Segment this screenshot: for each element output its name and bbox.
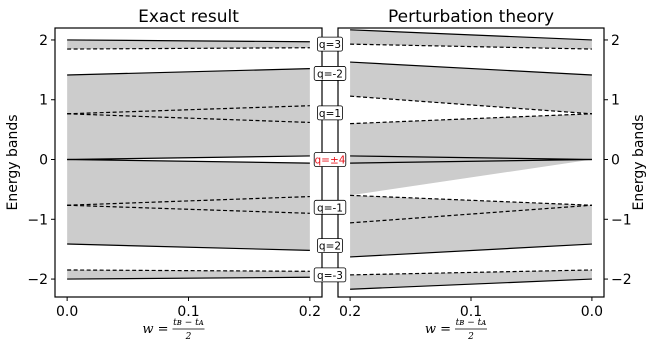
perturbation-band-edge-10	[350, 243, 592, 258]
exact-y-ticks: −2 −1 0 1 2	[27, 33, 55, 288]
exact-y-tick-label: 0	[39, 153, 48, 169]
exact-band-5	[67, 196, 310, 251]
exact-y-axis-label: Energy bands	[5, 115, 21, 211]
perturbation-title: Perturbation theory	[388, 7, 554, 27]
perturbation-band-edge-3	[350, 61, 592, 76]
perturbation-xlabel-numerator: tʙ − tᴀ	[456, 318, 487, 328]
perturbation-xlabel-lhs: w =	[425, 322, 451, 337]
perturbation-bands	[350, 29, 592, 290]
q-label: q=-2	[317, 68, 343, 80]
perturbation-band-edge-4	[350, 95, 592, 115]
exact-x-tick-label: 0.0	[56, 304, 78, 320]
q-label: q=-1	[317, 202, 343, 214]
q-label: q=2	[319, 241, 341, 253]
q-label-box	[316, 105, 343, 121]
exact-band-edge-10	[67, 243, 310, 251]
q-label: q=3	[319, 39, 341, 51]
q-label-box	[316, 36, 343, 52]
exact-band-edge-1	[67, 39, 310, 43]
exact-y-tick-label: −2	[27, 272, 48, 288]
exact-band-edge-3	[67, 68, 310, 76]
perturbation-band-edge-2	[350, 43, 592, 50]
perturbation-x-tick-label: 0.0	[581, 304, 603, 320]
perturbation-x-tick-label: 0.2	[339, 304, 361, 320]
exact-x-ticks: 0.0 0.1 0.2	[56, 297, 321, 320]
exact-band-edge-12	[67, 276, 310, 280]
perturbation-band-3	[350, 113, 592, 196]
perturbation-band-edge-7	[350, 158, 592, 164]
exact-x-axis-label: w = tʙ − tᴀ 2	[142, 318, 205, 342]
exact-xlabel-denominator: 2	[185, 332, 192, 342]
perturbation-theory-panel: 0.2 0.1 0.0 −2 −1 0 1 2 Perturbation theory En…	[337, 7, 647, 342]
exact-curves	[67, 39, 310, 280]
perturbation-band-edge-5	[350, 113, 592, 125]
q-label: q=-3	[317, 270, 343, 282]
q-label-box	[313, 199, 347, 215]
exact-result-panel: 0.0 0.1 0.2 −2 −1 0 1 2 Exact result Energy ba…	[5, 7, 323, 342]
perturbation-y-tick-label: 0	[611, 153, 620, 169]
q-label-box	[313, 152, 347, 167]
perturbation-y-axis-label: Energy bands	[631, 115, 647, 211]
perturbation-x-tick-label: 0.1	[460, 304, 482, 320]
exact-y-tick-label: −1	[27, 212, 48, 228]
perturbation-curves	[350, 29, 592, 290]
exact-band-edge-4	[67, 113, 310, 124]
q-label-box	[316, 238, 343, 253]
q-label: q=1	[319, 108, 341, 120]
perturbation-band-edge-1	[350, 29, 592, 41]
perturbation-band-1	[350, 29, 592, 50]
perturbation-band-edge-11	[350, 269, 592, 276]
q-label: q=±4	[315, 155, 346, 167]
exact-xlabel-numerator: tʙ − tᴀ	[173, 318, 204, 328]
exact-xlabel-lhs: w =	[142, 322, 168, 337]
perturbation-x-axis-label: w = tʙ − tᴀ 2	[425, 318, 487, 342]
exact-band-edge-9	[67, 195, 310, 206]
perturbation-band-edge-12	[350, 278, 592, 290]
perturbation-y-ticks: −2 −1 0 1 2	[604, 33, 632, 288]
exact-band-6	[67, 269, 310, 280]
exact-band-edge-7	[67, 158, 310, 164]
perturbation-xlabel-denominator: 2	[467, 332, 474, 342]
perturbation-band-6	[350, 269, 592, 290]
exact-x-tick-label: 0.1	[177, 304, 199, 320]
exact-band-edge-11	[67, 269, 310, 272]
q-label-box	[313, 66, 347, 81]
perturbation-band-4	[350, 195, 592, 223]
perturbation-x-ticks: 0.2 0.1 0.0	[339, 297, 603, 320]
exact-y-tick-label: 1	[39, 93, 48, 109]
perturbation-y-tick-label: 1	[611, 93, 620, 109]
exact-band-edge-2	[67, 47, 310, 50]
perturbation-band-edge-8	[350, 194, 592, 206]
exact-y-tick-label: 2	[39, 33, 48, 49]
perturbation-y-tick-label: −2	[611, 272, 632, 288]
q-label-column: q=3 q=-2 q=1 q=±4 q=-1 q=2 q=-3	[313, 36, 347, 283]
exact-band-1	[67, 39, 310, 50]
exact-band-3	[67, 105, 310, 160]
exact-band-edge-6	[67, 155, 310, 161]
perturbation-band-edge-9	[350, 204, 592, 224]
perturbation-y-tick-label: 2	[611, 33, 620, 49]
exact-band-edge-5	[67, 105, 310, 115]
perturbation-y-tick-label: −1	[611, 212, 632, 228]
exact-bands	[67, 39, 310, 280]
exact-x-tick-label: 0.2	[299, 304, 321, 320]
exact-title: Exact result	[138, 7, 239, 27]
q-label-box	[313, 267, 347, 283]
perturbation-band-5	[350, 205, 592, 257]
perturbation-band-2	[350, 62, 592, 114]
perturbation-band-edge-6	[350, 155, 592, 161]
exact-band-edge-8	[67, 204, 310, 214]
